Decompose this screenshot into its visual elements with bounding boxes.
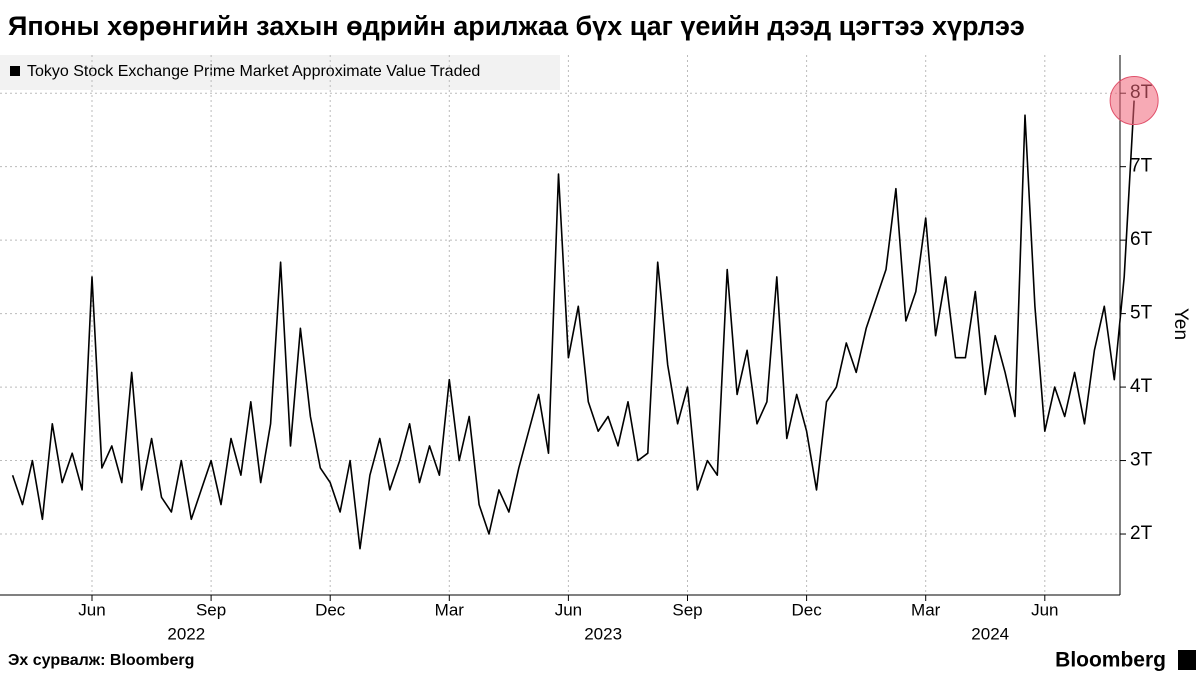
y-axis-label: Yen: [1170, 308, 1191, 340]
brand-icon: [1178, 650, 1196, 670]
year-label: 2024: [971, 624, 1009, 643]
x-tick-label: Jun: [1031, 600, 1058, 619]
y-tick-label: 4T: [1130, 376, 1153, 397]
y-tick-label: 2T: [1130, 523, 1153, 544]
x-tick-label: Mar: [435, 600, 465, 619]
legend-swatch: [10, 66, 20, 76]
chart-title: Японы хөрөнгийн захын өдрийн арилжаа бүх…: [8, 11, 1025, 41]
source: Эх сурвалж: Bloomberg: [8, 652, 194, 669]
brand: Bloomberg: [1055, 649, 1166, 672]
y-tick-label: 7T: [1130, 156, 1153, 177]
y-tick-label: 3T: [1130, 450, 1153, 471]
x-tick-label: Jun: [78, 600, 105, 619]
x-tick-label: Sep: [196, 600, 226, 619]
x-tick-label: Jun: [555, 600, 582, 619]
x-tick-label: Dec: [315, 600, 346, 619]
x-tick-label: Sep: [672, 600, 702, 619]
series-line: [11, 100, 1135, 550]
year-label: 2022: [167, 624, 205, 643]
y-tick-label: 6T: [1130, 229, 1153, 250]
x-tick-label: Dec: [791, 600, 822, 619]
legend-box: [0, 55, 560, 90]
legend-label: Tokyo Stock Exchange Prime Market Approx…: [27, 63, 480, 80]
x-tick-label: Mar: [911, 600, 941, 619]
peak-highlight: [1109, 76, 1159, 126]
y-tick-label: 5T: [1130, 303, 1153, 324]
year-label: 2023: [584, 624, 622, 643]
